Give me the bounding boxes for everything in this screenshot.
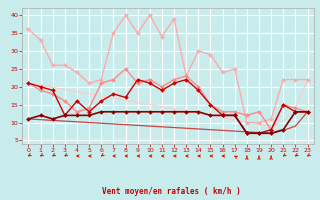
Text: Vent moyen/en rafales ( km/h ): Vent moyen/en rafales ( km/h ) bbox=[102, 187, 241, 196]
